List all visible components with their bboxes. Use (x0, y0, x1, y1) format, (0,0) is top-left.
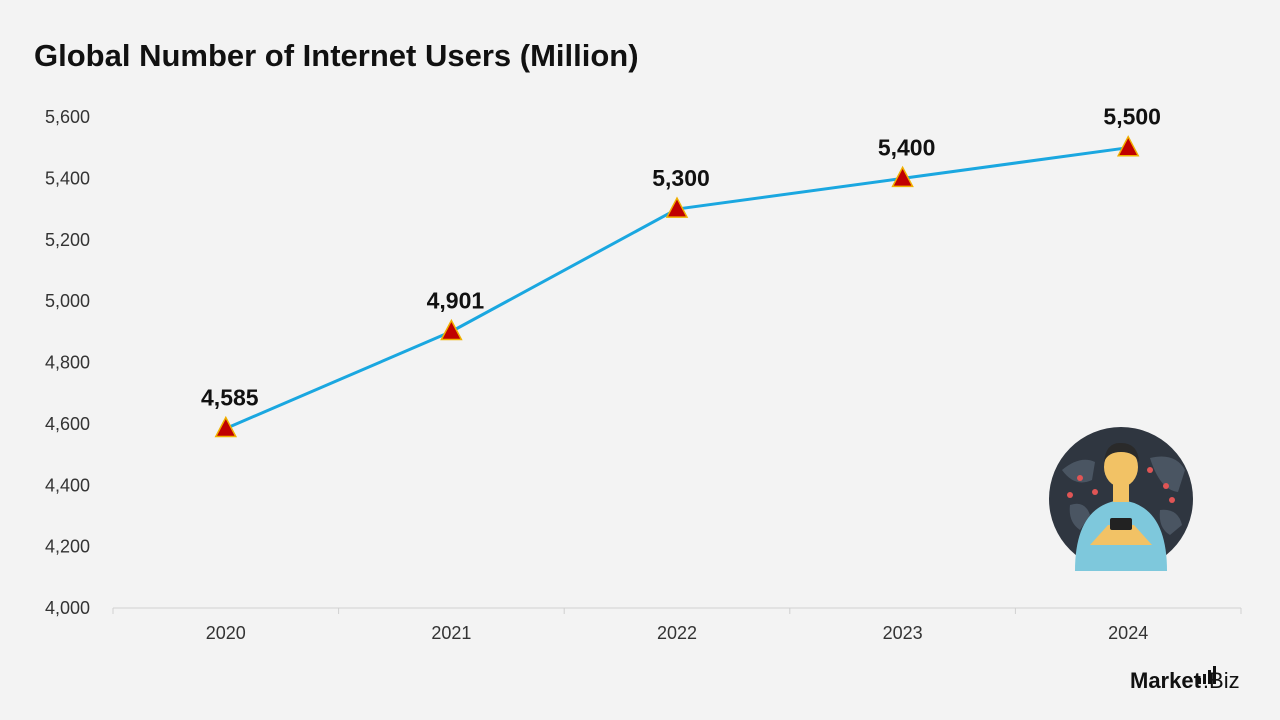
data-point-marker (1116, 135, 1140, 157)
x-axis-tick-labels: 2020 2021 2022 2023 2024 (206, 623, 1148, 643)
x-tick-label: 2021 (431, 623, 471, 643)
signal-bars-icon (1198, 666, 1216, 684)
x-tick-label: 2023 (883, 623, 923, 643)
y-axis-tick-labels: 4,000 4,200 4,400 4,600 4,800 5,000 5,200 5,400… (45, 107, 90, 618)
data-point-marker (214, 415, 238, 438)
brand-logo-text-bold: Market (1130, 668, 1201, 693)
data-labels: 4,585 4,901 5,300 5,400 5,500 (201, 104, 1161, 411)
x-tick-label: 2024 (1108, 623, 1148, 643)
axes (112, 607, 1242, 614)
chart-title: Global Number of Internet Users (Million… (34, 38, 639, 73)
data-point-marker (665, 196, 689, 218)
data-point-marker (891, 165, 914, 188)
y-tick-label: 5,000 (45, 291, 90, 311)
y-tick-label: 5,600 (45, 107, 90, 127)
person-with-phone-globe-icon (1049, 427, 1193, 571)
y-tick-label: 5,400 (45, 168, 90, 188)
data-label: 4,585 (201, 384, 259, 410)
x-tick-label: 2022 (657, 623, 697, 643)
y-tick-label: 4,000 (45, 598, 90, 618)
data-label: 5,400 (878, 134, 936, 160)
y-tick-label: 4,200 (45, 537, 90, 557)
y-tick-label: 4,800 (45, 353, 90, 373)
x-tick-label: 2020 (206, 623, 246, 643)
y-tick-label: 4,400 (45, 475, 90, 495)
data-markers (214, 135, 1140, 438)
y-tick-label: 4,600 (45, 414, 90, 434)
y-tick-label: 5,200 (45, 230, 90, 250)
data-label: 4,901 (427, 288, 485, 314)
brand-logo: Market .Biz (1130, 666, 1240, 694)
data-label: 5,300 (652, 165, 710, 191)
data-label: 5,500 (1103, 104, 1161, 130)
data-point-marker (440, 318, 463, 341)
